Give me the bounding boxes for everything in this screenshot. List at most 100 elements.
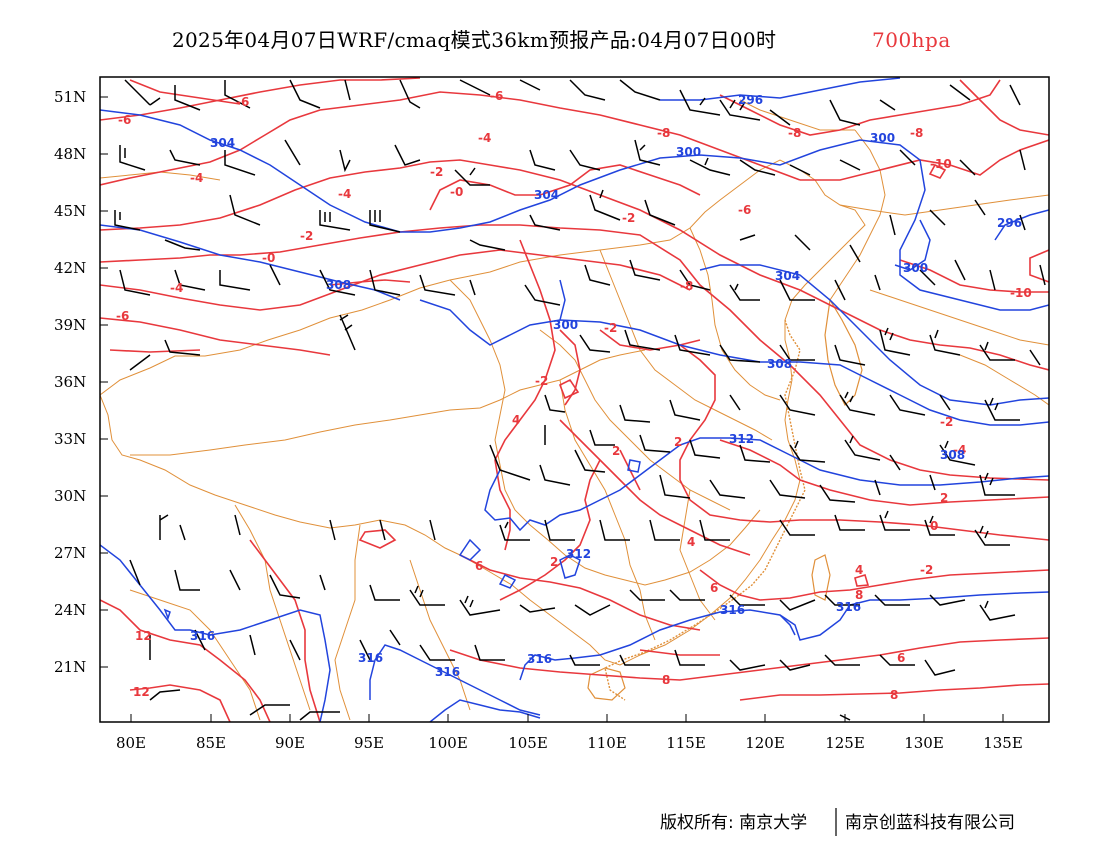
pressure-level-label: 700hpa xyxy=(872,28,951,52)
height-label: 308 xyxy=(326,278,351,292)
lon-tick-label: 100E xyxy=(428,734,468,752)
lat-tick-label: 36N xyxy=(54,373,86,391)
height-label: 316 xyxy=(358,651,383,665)
temperature-contours xyxy=(100,77,1049,722)
temp-label: -8 xyxy=(680,279,693,293)
height-label: 300 xyxy=(676,145,701,159)
lon-tick-label: 85E xyxy=(196,734,226,752)
lon-tick-label: 110E xyxy=(587,734,627,752)
temp-label: 4 xyxy=(512,413,520,427)
copyright-label: 版权所有: 南京大学 xyxy=(660,813,807,833)
temp-label: -2 xyxy=(535,374,548,388)
lon-tick-label: 125E xyxy=(825,734,865,752)
temp-label: -4 xyxy=(953,443,966,457)
lat-tick-label: 33N xyxy=(54,430,86,448)
temp-label: -6 xyxy=(236,95,249,109)
china-border-lines xyxy=(100,99,1049,721)
height-label: 316 xyxy=(720,603,745,617)
lon-tick-label: 105E xyxy=(508,734,548,752)
lon-tick-label: 130E xyxy=(904,734,944,752)
lat-tick-label: 48N xyxy=(54,145,86,163)
lat-tick-label: 30N xyxy=(54,487,86,505)
temp-label: -4 xyxy=(478,131,491,145)
map-frame xyxy=(100,77,1049,722)
temp-label: -0 xyxy=(262,251,275,265)
lat-tick-label: 21N xyxy=(54,658,86,676)
temp-label: 0 xyxy=(930,519,938,533)
temp-label: 8 xyxy=(855,588,863,602)
height-label: 308 xyxy=(767,357,792,371)
height-label: 296 xyxy=(738,93,763,107)
temp-label: 4 xyxy=(855,563,863,577)
hainan-island xyxy=(587,667,626,701)
temperature-labels: -6 -6 -6 -4 -4 -4 -2 -2 -0 -0 -6 -8 -8 -… xyxy=(116,89,1032,702)
korea-outline xyxy=(824,298,863,407)
temp-label: 12 xyxy=(133,685,150,699)
height-label: 304 xyxy=(210,136,235,150)
temp-label: -2 xyxy=(300,229,313,243)
lat-tick-label: 39N xyxy=(54,316,86,334)
temp-label: -8 xyxy=(910,126,923,140)
temp-label: 6 xyxy=(710,581,718,595)
temp-label: 12 xyxy=(135,629,152,643)
wind-barbs xyxy=(114,79,1046,721)
temp-label: -2 xyxy=(430,165,443,179)
height-label: 312 xyxy=(729,432,754,446)
temp-label: 6 xyxy=(897,651,905,665)
temp-label: -4 xyxy=(338,187,351,201)
temp-label: -6 xyxy=(738,203,751,217)
lat-tick-label: 27N xyxy=(54,544,86,562)
temp-label: -8 xyxy=(657,126,670,140)
temp-label: 2 xyxy=(550,555,558,569)
temp-label: -4 xyxy=(170,281,183,295)
lat-tick-label: 51N xyxy=(54,88,86,106)
lat-tick-label: 24N xyxy=(54,601,86,619)
map-border xyxy=(99,76,1050,723)
temp-label: -0 xyxy=(450,185,463,199)
lon-tick-label: 120E xyxy=(745,734,785,752)
temp-label: 2 xyxy=(674,435,682,449)
height-label: 316 xyxy=(190,629,215,643)
height-label: 316 xyxy=(435,665,460,679)
height-labels: 296 300 300 304 304 296 300 304 308 300 … xyxy=(190,93,1022,679)
lon-tick-label: 115E xyxy=(666,734,706,752)
company-label: 南京创蓝科技有限公司 xyxy=(845,813,1015,833)
height-label: 316 xyxy=(836,600,861,614)
temp-label: -2 xyxy=(622,211,635,225)
temp-label: -2 xyxy=(920,563,933,577)
temp-label: -4 xyxy=(190,171,203,185)
height-label: 300 xyxy=(553,318,578,332)
lat-tick-label: 45N xyxy=(54,202,86,220)
map-title: 2025年04月07日WRF/cmaq模式36km预报产品:04月07日00时 xyxy=(172,28,776,52)
longitude-axis: 80E 85E 90E 95E 100E 105E 110E 115E 120E… xyxy=(116,714,1023,752)
lat-tick-label: 42N xyxy=(54,259,86,277)
lon-tick-label: 95E xyxy=(354,734,384,752)
temp-label: -6 xyxy=(116,309,129,323)
latitude-axis: 51N 48N 45N 42N 39N 36N 33N 30N 27N 24N … xyxy=(54,88,108,676)
temp-label: -2 xyxy=(940,415,953,429)
temp-label: 4 xyxy=(687,535,695,549)
credit-line: 版权所有: 南京大学 南京创蓝科技有限公司 xyxy=(660,808,1015,836)
temp-label: 8 xyxy=(662,673,670,687)
taiwan-island xyxy=(811,554,831,601)
height-contours xyxy=(100,77,1049,722)
height-label: 296 xyxy=(997,216,1022,230)
temp-label: 2 xyxy=(940,491,948,505)
height-label: 308 xyxy=(940,448,965,462)
coastline xyxy=(604,319,806,701)
lon-tick-label: 90E xyxy=(275,734,305,752)
height-label: 304 xyxy=(775,269,800,283)
temp-label: 8 xyxy=(890,688,898,702)
temp-label: 2 xyxy=(612,444,620,458)
temp-label: -10 xyxy=(930,157,952,171)
lon-tick-label: 135E xyxy=(983,734,1023,752)
height-label: 316 xyxy=(527,652,552,666)
height-label: 312 xyxy=(566,547,591,561)
lon-tick-label: 80E xyxy=(116,734,146,752)
height-label: 300 xyxy=(903,261,928,275)
temp-label: -2 xyxy=(604,321,617,335)
temp-label: -6 xyxy=(118,113,131,127)
temp-label: -6 xyxy=(490,89,503,103)
height-label: 300 xyxy=(870,131,895,145)
